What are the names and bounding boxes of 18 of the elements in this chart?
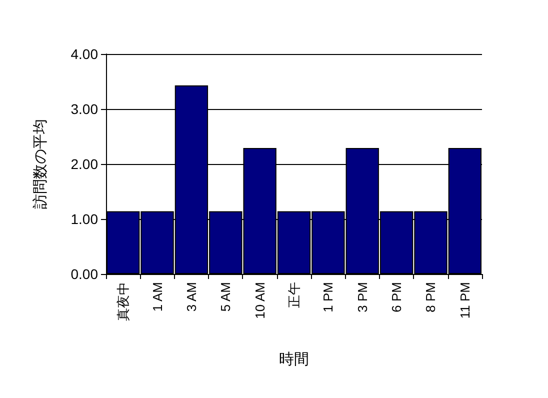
x-tick-label: 10 AM — [252, 282, 268, 319]
y-axis-title: 訪問数の平均 — [32, 119, 49, 209]
x-tick-label: 正午 — [286, 282, 302, 308]
y-tick-label: 0.00 — [70, 266, 98, 282]
x-tick-label: 3 PM — [354, 282, 370, 312]
x-tick-label: 1 PM — [320, 282, 336, 312]
y-tick-label: 1.00 — [70, 211, 98, 227]
x-tick-label: 真夜中 — [116, 282, 131, 321]
x-tick-label: 5 AM — [218, 282, 234, 312]
x-tick-label: 3 AM — [184, 282, 199, 312]
y-tick-label: 4.00 — [70, 46, 98, 62]
x-tick-label: 6 PM — [389, 282, 404, 312]
x-axis-title: 時間 — [279, 351, 309, 368]
y-tick-label: 3.00 — [70, 101, 98, 117]
x-tick-label: 1 AM — [150, 282, 165, 312]
x-tick-label: 8 PM — [423, 282, 438, 312]
x-tick-label: 11 PM — [457, 282, 472, 319]
y-tick-label: 2.00 — [70, 156, 98, 172]
